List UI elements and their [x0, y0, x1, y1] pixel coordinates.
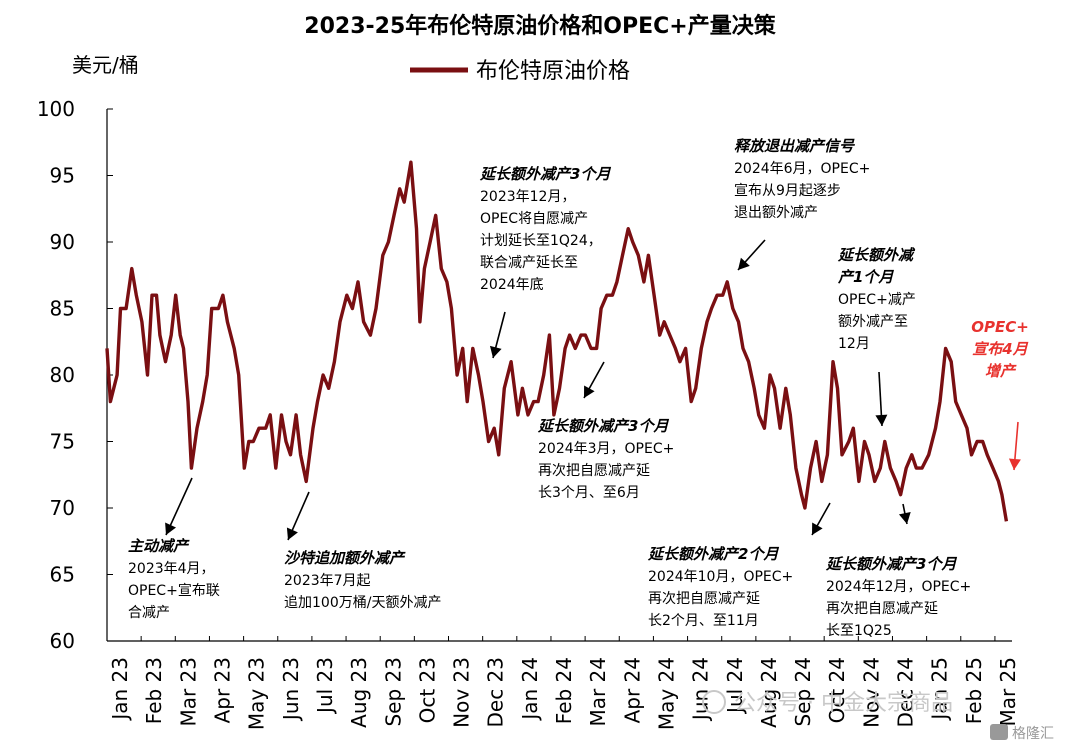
x-tick-label: Nov 23 — [450, 657, 474, 728]
annotation-arrowhead — [286, 527, 298, 540]
x-tick-label: Jul 24 — [723, 657, 747, 715]
annotation-title: 释放退出减产信号 — [734, 137, 856, 155]
annotation-text: 2023年7月起 — [284, 573, 371, 589]
y-axis-unit-label: 美元/桶 — [72, 53, 139, 77]
x-tick-label: Dec 23 — [484, 657, 508, 728]
x-tick-label: Mar 23 — [176, 657, 200, 727]
x-tick-label: Feb 24 — [552, 657, 576, 724]
annotation-text: OPEC将自愿减产 — [480, 211, 588, 227]
annotation-title: 延长额外减产2个月 — [647, 545, 779, 563]
y-tick-label: 90 — [50, 230, 75, 254]
legend-label: 布伦特原油价格 — [476, 59, 630, 84]
annotation-text: 2024年6月，OPEC+ — [734, 161, 870, 177]
x-tick-label: Feb 25 — [962, 657, 986, 724]
x-tick-label: Aug 24 — [757, 657, 781, 728]
annotation-text: 再次把自愿减产延 — [648, 591, 760, 607]
watermark-badge: 格隆汇 — [1012, 726, 1054, 742]
x-tick-label: Oct 23 — [415, 657, 439, 723]
annotation-title: 延长额外减产3个月 — [479, 165, 611, 183]
x-tick-label: May 23 — [245, 657, 269, 730]
x-tick-label: Mar 24 — [586, 657, 610, 727]
annotation-text: 再次把自愿减产延 — [826, 601, 938, 617]
x-tick-label: Sep 23 — [381, 657, 405, 727]
annotation-title: 沙特追加额外减产 — [284, 549, 406, 567]
annotation-text: OPEC+减产 — [838, 292, 916, 308]
x-tick-label: Jun 23 — [279, 657, 303, 722]
annotation-title: OPEC+ — [971, 318, 1029, 336]
x-tick-label: Apr 24 — [620, 657, 644, 723]
annotation-text: 长2个月、至11月 — [648, 613, 759, 629]
x-tick-label: Nov 24 — [859, 657, 883, 728]
x-tick-label: Aug 23 — [347, 657, 371, 728]
chart-title: 2023-25年布伦特原油价格和OPEC+产量决策 — [304, 13, 776, 39]
x-tick-label: Jan 23 — [108, 657, 132, 722]
y-tick-labels: 60 65 70 75 80 85 90 95 100 — [37, 97, 113, 653]
annotation-title: 延长额外减产3个月 — [537, 417, 669, 435]
series-line-brent — [105, 160, 1009, 522]
annotation-text: OPEC+宣布联 — [128, 583, 220, 599]
y-tick-label: 60 — [50, 629, 75, 653]
y-tick-label: 65 — [50, 563, 75, 587]
x-tick-label: May 24 — [654, 657, 678, 730]
x-tick-label: Mar 25 — [996, 657, 1020, 727]
annotation-arrowhead — [738, 257, 750, 270]
y-tick-label: 80 — [50, 363, 75, 387]
annotation-text: 2024年10月，OPEC+ — [648, 569, 793, 585]
x-tick-label: Jan 24 — [518, 657, 542, 722]
annotation-text: 额外减产至 — [838, 314, 908, 330]
annotation-title: 产1个月 — [837, 268, 894, 286]
annotation-arrowhead — [1008, 458, 1021, 470]
x-tick-label: Feb 23 — [142, 657, 166, 724]
annotation-text: 2024年12月，OPEC+ — [826, 579, 971, 595]
annotation-title: 延长额外减产3个月 — [825, 555, 957, 573]
annotation-text: 增产 — [985, 362, 1017, 380]
y-tick-label: 100 — [37, 97, 75, 121]
annotation-text: 2024年底 — [480, 277, 544, 293]
annotation-text: 长3个月、至6月 — [538, 485, 640, 501]
x-tick-label: Sep 24 — [791, 657, 815, 727]
annotation-text: 合减产 — [128, 605, 170, 621]
annotation-arrowhead — [812, 522, 823, 535]
gelonghui-logo-icon — [990, 724, 1008, 740]
watermark-text: 公众号 · 中金大宗商品 — [734, 691, 953, 716]
x-tick-label: Oct 24 — [825, 657, 849, 723]
annotation-arrowhead — [489, 345, 502, 358]
annotation-arrowhead — [584, 385, 595, 398]
x-tick-label: Jan 25 — [928, 657, 952, 722]
y-tick-label: 95 — [50, 164, 75, 188]
annotation-text: 再次把自愿减产延 — [538, 463, 650, 479]
y-tick-label: 70 — [50, 496, 75, 520]
annotation-text: 宣布4月 — [972, 340, 1028, 358]
wechat-icon — [702, 690, 726, 714]
annotation-text: 2024年3月，OPEC+ — [538, 441, 674, 457]
annotation-text: 长至1Q25 — [826, 623, 892, 639]
annotation-text: 联合减产延长至 — [480, 255, 578, 271]
annotation-text: 追加100万桶/天额外减产 — [284, 595, 441, 611]
y-tick-label: 75 — [50, 430, 75, 454]
x-tick-labels: Jan 23 Feb 23 Mar 23 Apr 23 May 23 Jun 23 Jul … — [106, 636, 1020, 730]
y-tick-label: 85 — [50, 297, 75, 321]
annotation-text: 2023年12月， — [480, 189, 575, 205]
annotation-arrowhead — [875, 414, 888, 426]
annotation-text: 计划延长至1Q24， — [480, 233, 602, 249]
annotation-title: 延长额外减 — [837, 246, 916, 264]
watermark: 公众号 · 中金大宗商品 格隆汇 — [702, 690, 1054, 742]
annotation-title: 主动减产 — [128, 537, 190, 555]
annotation-text: 2023年4月， — [128, 561, 215, 577]
x-tick-label: Dec 24 — [894, 657, 918, 728]
annotation-arrowhead — [165, 522, 177, 535]
legend: 布伦特原油价格 — [410, 59, 630, 84]
x-tick-label: Apr 23 — [211, 657, 235, 723]
annotation-text: 宣布从9月起逐步 — [734, 183, 841, 199]
annotation-arrowhead — [898, 512, 911, 524]
annotation-text: 退出额外减产 — [734, 205, 818, 221]
annotation-arrows — [165, 239, 1021, 541]
annotation-text: 12月 — [838, 336, 870, 352]
x-tick-label: Jul 23 — [313, 657, 337, 715]
